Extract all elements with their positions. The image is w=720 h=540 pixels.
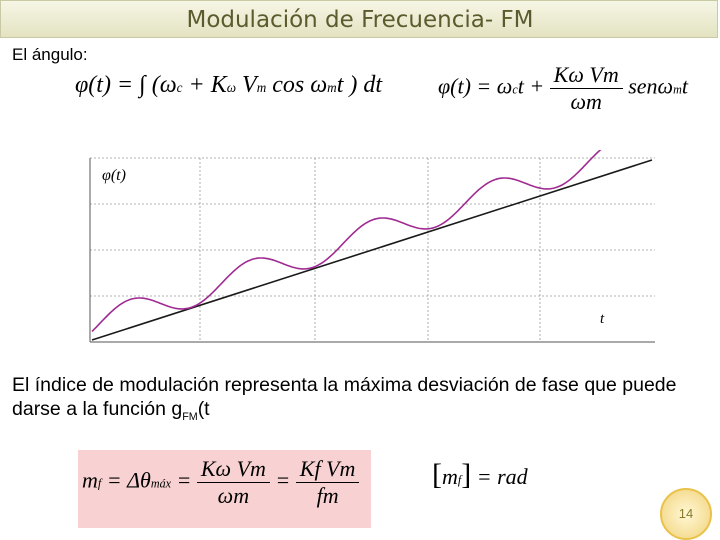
modulation-index-formula: mf = Δθmáx = Kω Vm ωm = Kf Vm fm (82, 456, 360, 509)
f4-rhs: = rad (471, 464, 528, 489)
f1-mid: + K (182, 72, 227, 98)
modulation-index-description: El índice de modulación representa la má… (12, 373, 712, 429)
f4-m: m (442, 464, 458, 489)
f3-sub-max: máx (150, 476, 171, 491)
y-axis-label: φ(t) (102, 167, 126, 184)
f3-denominator-2: fm (316, 483, 339, 508)
f1-v: V (236, 72, 257, 98)
f1-sub-m: m (256, 80, 267, 95)
f3-m: m (82, 467, 98, 493)
f4-sub-f: f (457, 473, 462, 487)
description-tail: (t (197, 398, 210, 420)
f3-fraction-2: Kf Vm fm (295, 456, 360, 509)
f3-fraction-1: Kω Vm ωm (196, 456, 270, 509)
f2-lhs: φ(t) = ω (438, 73, 513, 99)
f2-sub-m: m (673, 82, 682, 97)
f2-numerator: Kω Vm (549, 62, 623, 89)
f1-end: t ) dt (336, 72, 383, 98)
f3-delta: = Δθ (101, 467, 151, 493)
integral-formula: φ(t) = ∫ (ωc + Kω Vm cos ωmt ) dt (75, 72, 382, 99)
modulation-index-box (78, 450, 371, 528)
slide-title: Modulación de Frecuencia- FM (186, 7, 534, 33)
angle-label: El ángulo: (12, 45, 88, 64)
phase-graph: φ(t) t (89, 150, 655, 343)
title-bar: Modulación de Frecuencia- FM (0, 0, 718, 38)
x-axis-label: t (600, 311, 605, 327)
f2-fraction: Kω Vm ωm (549, 62, 623, 115)
unit-formula: [mf] = rad (432, 458, 528, 491)
f3-numerator-1: Kω Vm (196, 456, 270, 483)
f2-sub-c: c (512, 82, 518, 97)
fm-phase-curve (91, 150, 602, 333)
f1-lhs: φ(t) = ∫ (ω (75, 72, 177, 98)
f1-sub-c: c (176, 80, 183, 95)
f3-sub-f: f (97, 476, 102, 491)
f1-sub-w: ω (226, 80, 237, 95)
f1-cos: cos ω (266, 72, 328, 98)
f2-sen: senω (628, 73, 674, 99)
f2-denominator: ωm (570, 89, 602, 114)
f3-numerator-2: Kf Vm (295, 456, 360, 483)
phase-formula: φ(t) = ωct + Kω Vm ωm senωmt (438, 62, 688, 115)
f2-t: t + (517, 73, 545, 99)
description-subscript: FM (182, 410, 198, 423)
description-text: El índice de modulación representa la má… (12, 374, 677, 420)
f3-denominator-1: ωm (217, 483, 250, 508)
f1-sub-m2: m (327, 80, 337, 95)
carrier-phase-line (91, 159, 653, 341)
f2-t2: t (681, 73, 688, 99)
page-number-badge: 14 (660, 488, 712, 540)
